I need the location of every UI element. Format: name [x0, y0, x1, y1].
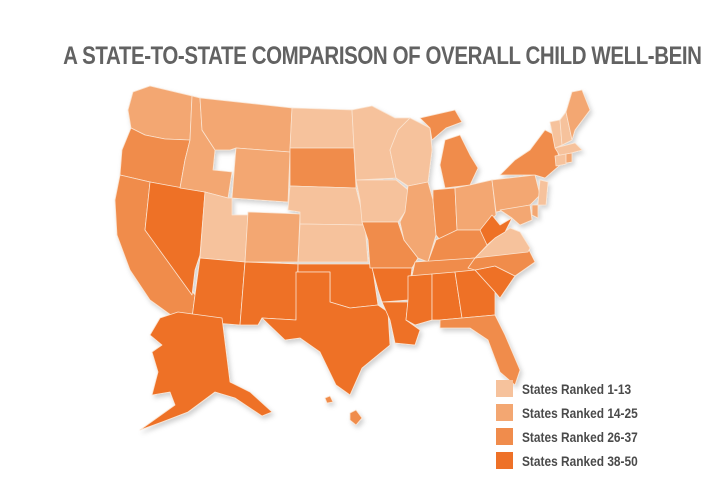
legend-item-ranked-26-37: States Ranked 26-37	[496, 425, 658, 448]
state-FL	[439, 314, 521, 386]
state-KS	[297, 223, 369, 263]
legend-item-ranked-14-25: States Ranked 14-25	[496, 401, 658, 424]
legend-label: States Ranked 26-37	[522, 428, 638, 445]
state-GA	[454, 269, 496, 319]
legend-label: States Ranked 14-25	[522, 404, 638, 421]
legend-label: States Ranked 38-50	[522, 452, 638, 469]
state-CO	[244, 211, 301, 263]
legend-swatch	[496, 428, 513, 445]
state-ND	[289, 107, 355, 149]
state-MA	[554, 142, 583, 157]
legend-swatch	[496, 452, 513, 469]
state-MS	[405, 273, 433, 326]
state-NM	[239, 261, 299, 326]
state-MI-lower	[439, 134, 479, 189]
legend-label: States Ranked 1-13	[522, 380, 632, 397]
state-DE	[531, 204, 539, 219]
map-legend: States Ranked 1-13 States Ranked 14-25 S…	[496, 377, 658, 473]
state-RI	[565, 152, 573, 164]
state-IA	[355, 179, 409, 223]
legend-item-ranked-1-13: States Ranked 1-13	[496, 377, 658, 400]
state-SD	[289, 147, 357, 189]
state-PA	[491, 174, 541, 213]
legend-swatch	[496, 380, 513, 397]
state-MD	[499, 204, 533, 226]
state-CT	[554, 153, 567, 167]
state-IL	[399, 181, 437, 263]
state-MI	[419, 109, 463, 141]
state-WV	[479, 214, 513, 246]
state-WY	[231, 147, 291, 203]
map-title: A STATE-TO-STATE COMPARISON OF OVERALL C…	[63, 42, 702, 70]
state-TX	[261, 271, 391, 396]
state-ME	[565, 89, 591, 141]
state-NJ	[537, 179, 549, 206]
state-NY	[499, 129, 561, 179]
state-UT	[199, 191, 249, 263]
state-AK	[139, 311, 273, 431]
state-HI	[349, 409, 363, 426]
state-WI	[389, 117, 433, 187]
legend-item-ranked-38-50: States Ranked 38-50	[496, 449, 658, 472]
state-AR	[371, 267, 413, 303]
state-MT	[199, 97, 293, 153]
state-HI-islands	[324, 395, 334, 404]
legend-swatch	[496, 404, 513, 421]
